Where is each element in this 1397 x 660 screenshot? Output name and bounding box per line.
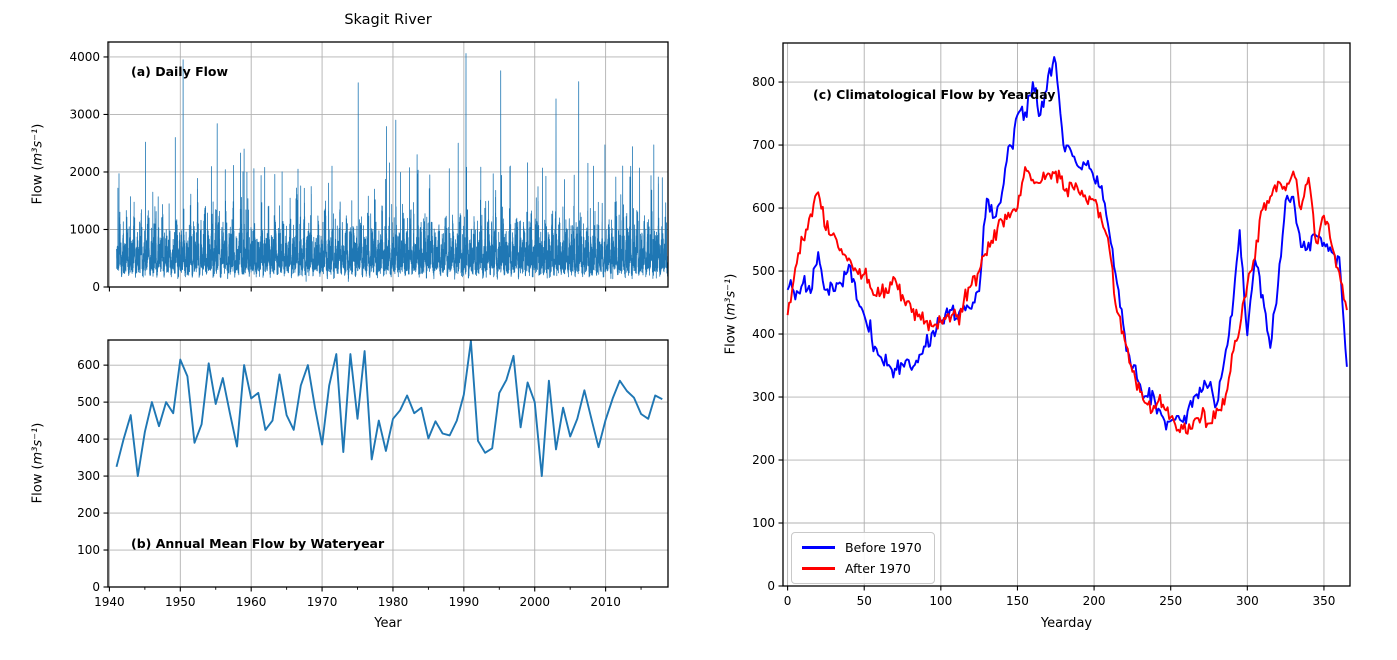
panel-c-label: (c) Climatological Flow by Yearday — [813, 87, 1056, 102]
y-axis-label-a: Flow (m³s⁻¹) — [31, 124, 46, 205]
tick-label: 100 — [929, 594, 952, 608]
tick-label: 700 — [752, 138, 775, 152]
y-axis-label-b-prefix: Flow ( — [30, 464, 46, 504]
plot-frame-b — [107, 339, 669, 588]
plot-b: 1940 1950 1960 1970 1980 1990 2000 2010 0 100 200 3… — [77, 339, 669, 609]
tick-label: 800 — [752, 75, 775, 89]
tick-label: 50 — [857, 594, 872, 608]
legend-label-after-1970: After 1970 — [845, 561, 911, 576]
plot-a: 0 1000 2000 3000 4000 — [69, 41, 669, 294]
series-b — [115, 340, 663, 478]
legend-entry-before-1970: Before 1970 — [802, 540, 922, 555]
x-axis-label-yearday: Yearday — [1040, 616, 1093, 631]
tick-label: 4000 — [69, 50, 100, 64]
tick-label: 400 — [752, 327, 775, 341]
tick-label: 1990 — [449, 595, 480, 609]
tick-label: 150 — [1006, 594, 1029, 608]
y-axis-label-b-units: m³s⁻¹ — [30, 427, 46, 465]
tick-label: 200 — [77, 506, 100, 520]
tick-label: 1960 — [236, 595, 267, 609]
tick-label: 1980 — [378, 595, 409, 609]
tick-label: 400 — [77, 432, 100, 446]
y-axis-label-c-prefix: Flow ( — [723, 315, 739, 355]
tick-label: 100 — [77, 543, 100, 557]
tick-label: 0 — [92, 580, 100, 594]
tick-label: 100 — [752, 516, 775, 530]
series-a — [116, 53, 668, 282]
tick-label: 1000 — [69, 222, 100, 236]
y-axis-label-a-prefix: Flow ( — [30, 165, 46, 205]
tick-label: 200 — [1083, 594, 1106, 608]
tick-label: 2000 — [519, 595, 550, 609]
plot-frame-a — [107, 41, 669, 288]
legend-entry-after-1970: After 1970 — [802, 561, 922, 576]
daily-flow-line — [116, 53, 668, 282]
tick-label: 300 — [752, 390, 775, 404]
y-axis-label-c-suffix: ) — [723, 273, 739, 279]
plot-frame-c — [782, 42, 1351, 587]
y-axis-label-b-suffix: ) — [30, 422, 46, 428]
tick-label: 3000 — [69, 107, 100, 121]
tick-label: 0 — [92, 280, 100, 294]
after-1970-line-swatch — [802, 567, 835, 570]
y-axis-label-a-suffix: ) — [30, 123, 46, 129]
after-1970-line — [786, 166, 1348, 435]
tick-label: 2010 — [590, 595, 621, 609]
x-axis-label-year: Year — [374, 616, 402, 631]
panel-b-label: (b) Annual Mean Flow by Wateryear — [131, 536, 385, 551]
tick-label: 1950 — [165, 595, 196, 609]
legend: Before 1970 After 1970 — [791, 532, 935, 584]
tick-label: 500 — [752, 264, 775, 278]
before-1970-line — [786, 56, 1348, 431]
panel-a-label: (a) Daily Flow — [131, 64, 229, 79]
tick-label: 600 — [752, 201, 775, 215]
tick-label: 2000 — [69, 165, 100, 179]
tick-label: 500 — [77, 395, 100, 409]
tick-label: 1970 — [307, 595, 338, 609]
figure-title: Skagit River — [344, 12, 432, 28]
y-axis-label-c-units: m³s⁻¹ — [723, 278, 739, 316]
plot-c: 0 50 100 150 200 250 300 350 0 100 200 300 400 500 600… — [752, 42, 1351, 608]
before-1970-line-swatch — [802, 546, 835, 549]
tick-label: 350 — [1312, 594, 1335, 608]
tick-label: 200 — [752, 453, 775, 467]
y-axis-label-c: Flow (m³s⁻¹) — [724, 274, 739, 355]
annual-mean-line — [115, 340, 663, 478]
tick-label: 1940 — [94, 595, 125, 609]
legend-label-before-1970: Before 1970 — [845, 540, 922, 555]
tick-label: 300 — [1236, 594, 1259, 608]
tick-label: 600 — [77, 358, 100, 372]
series-c — [786, 56, 1348, 435]
tick-label: 300 — [77, 469, 100, 483]
tick-label: 0 — [784, 594, 792, 608]
y-axis-label-b: Flow (m³s⁻¹) — [31, 423, 46, 504]
tick-label: 0 — [767, 579, 775, 593]
tick-label: 250 — [1159, 594, 1182, 608]
y-axis-label-a-units: m³s⁻¹ — [30, 128, 46, 166]
